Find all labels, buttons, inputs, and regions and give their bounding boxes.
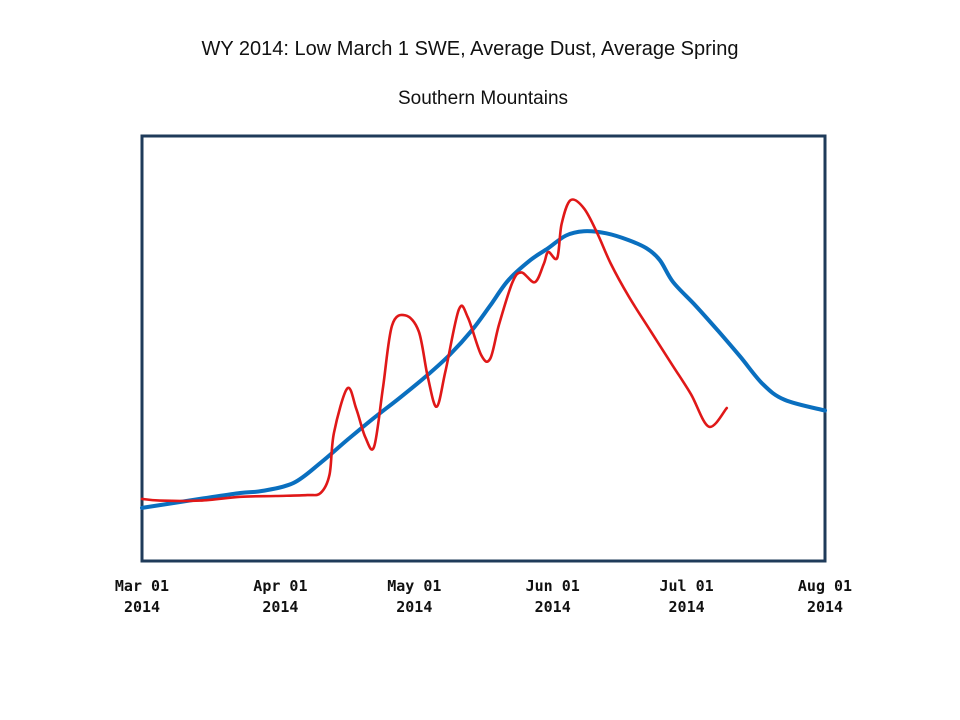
chart-title: WY 2014: Low March 1 SWE, Average Dust, … (201, 38, 739, 60)
x-tick-label-6: Aug 01 (798, 577, 852, 595)
x-tick-year-4: 2014 (535, 598, 571, 616)
plot-frame (140, 134, 827, 563)
x-tick-year-5: 2014 (669, 598, 705, 616)
x-tick-label-5: Jul 01 (660, 577, 714, 595)
chart-subtitle: Southern Mountains (397, 88, 569, 109)
series-line-2 (140, 198, 729, 503)
series-line-1 (140, 229, 827, 510)
x-tick-year-1: 2014 (124, 598, 160, 616)
x-tick-year-3: 2014 (396, 598, 432, 616)
x-tick-label-4: Jun 01 (526, 577, 580, 595)
x-tick-year-6: 2014 (807, 598, 843, 616)
x-tick-label-2: Apr 01 (253, 577, 307, 595)
x-tick-year-2: 2014 (262, 598, 298, 616)
x-tick-label-1: Mar 01 (115, 577, 169, 595)
x-tick-label-3: May 01 (387, 577, 441, 595)
